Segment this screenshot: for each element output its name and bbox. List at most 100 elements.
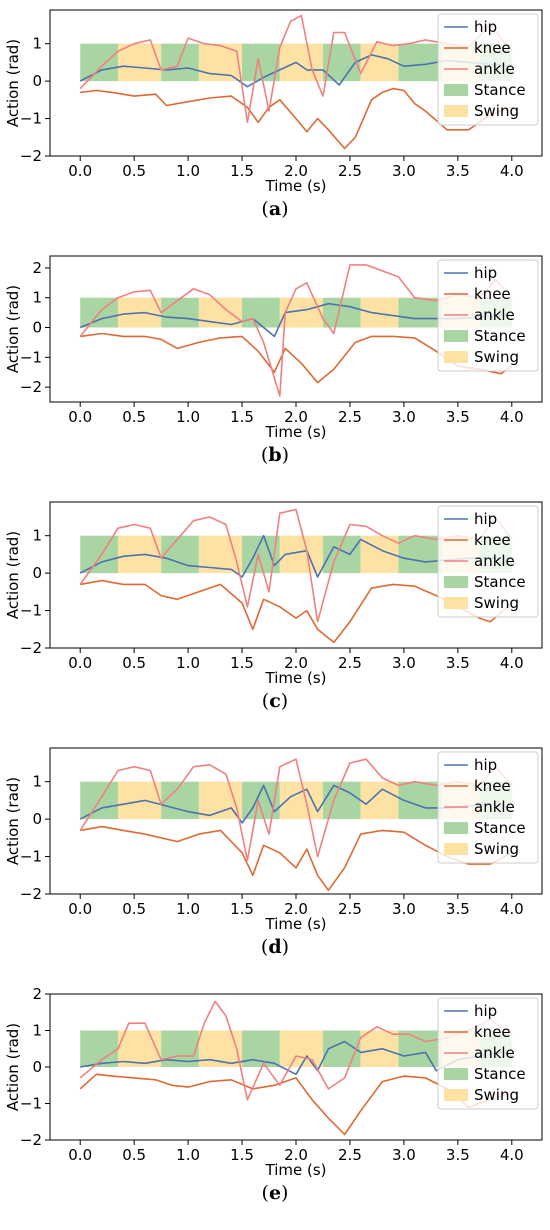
legend-box — [437, 997, 539, 1110]
panel-caption-letter: d — [268, 936, 282, 958]
x-tick-label: 2.0 — [284, 1146, 308, 1164]
legend-box — [437, 259, 539, 372]
y-axis-label: Action (rad) — [4, 39, 22, 127]
y-axis-label: Action (rad) — [4, 285, 22, 373]
x-tick-label: 4.0 — [500, 162, 524, 180]
legend-label-swing: Swing — [474, 102, 519, 120]
x-tick-label: 0.5 — [122, 1146, 146, 1164]
series-line-knee — [80, 825, 513, 892]
y-tick-label: 0 — [32, 72, 42, 90]
legend-label-stance: Stance — [474, 819, 526, 837]
x-tick-label: 2.5 — [338, 654, 362, 672]
panel-caption: (a) — [261, 198, 289, 220]
phase-band-stance — [322, 781, 361, 820]
legend-label-ankle: ankle — [474, 552, 515, 570]
legend: hip knee ankle Stance Swing — [437, 997, 539, 1110]
legend-label-swing: Swing — [474, 594, 519, 612]
legend-label-hip: hip — [474, 510, 497, 528]
x-axis-label: Time (s) — [265, 423, 327, 441]
x-tick-label: 2.5 — [338, 162, 362, 180]
y-tick-label: 0 — [32, 810, 42, 828]
x-tick-label: 3.5 — [446, 162, 470, 180]
x-axis-label: Time (s) — [265, 915, 327, 933]
legend-label-swing: Swing — [474, 1086, 519, 1104]
y-tick-label: 2 — [32, 259, 42, 277]
x-tick-label: 1.5 — [230, 900, 254, 918]
legend-swatch-swing — [444, 351, 468, 363]
phase-band-stance — [80, 43, 118, 82]
x-axis-label: Time (s) — [265, 177, 327, 195]
legend: hip knee ankle Stance Swing — [437, 259, 539, 372]
x-tick-label: 2.0 — [284, 162, 308, 180]
legend-label-knee: knee — [474, 285, 511, 303]
x-tick-label: 0.0 — [68, 654, 92, 672]
legend-label-ankle: ankle — [474, 1044, 515, 1062]
phase-band-stance — [398, 535, 442, 574]
y-axis-label: Action (rad) — [4, 1023, 22, 1111]
y-axis-label: Action (rad) — [4, 531, 22, 619]
phase-band-stance — [398, 1030, 442, 1067]
legend-label-hip: hip — [474, 18, 497, 36]
phase-band-swing — [360, 781, 399, 820]
chart-panel-c: 0.0 0.5 1.0 1.5 2.0 2.5 3.0 3.5 4.0 −2 −1 0 1 Time (s… — [0, 492, 550, 738]
y-tick-label: −2 — [20, 378, 42, 396]
series-line-ankle — [79, 758, 513, 862]
series-line-knee — [80, 579, 513, 644]
x-tick-label: 1.5 — [230, 408, 254, 426]
series-line-ankle — [79, 14, 513, 124]
legend-swatch-stance — [444, 822, 468, 834]
x-tick-label: 4.0 — [500, 408, 524, 426]
phase-band-stance — [161, 781, 199, 820]
x-tick-label: 0.5 — [122, 654, 146, 672]
y-tick-label: 1 — [32, 289, 42, 307]
x-tick-label: 4.0 — [500, 900, 524, 918]
y-tick-label: 2 — [32, 985, 42, 1003]
phase-band-swing — [360, 297, 399, 328]
series-line-ankle — [79, 508, 513, 623]
y-tick-label: −1 — [20, 848, 42, 866]
y-tick-label: 0 — [32, 1058, 42, 1076]
legend-swatch-swing — [444, 105, 468, 117]
panel-caption: (b) — [260, 444, 290, 466]
legend-swatch-swing — [444, 843, 468, 855]
chart-svg: 0.0 0.5 1.0 1.5 2.0 2.5 3.0 3.5 4.0 −2 −1 0 1 2 Time (… — [4, 985, 543, 1179]
x-tick-label: 1.0 — [176, 162, 200, 180]
y-tick-label: 1 — [32, 1022, 42, 1040]
phase-band-stance — [161, 43, 199, 82]
legend-label-ankle: ankle — [474, 306, 515, 324]
y-tick-label: −2 — [20, 1131, 42, 1149]
phase-band-stance — [242, 297, 280, 328]
y-axis-label: Action (rad) — [4, 777, 22, 865]
x-tick-label: 1.0 — [176, 900, 200, 918]
x-tick-label: 2.5 — [338, 1146, 362, 1164]
legend-label-stance: Stance — [474, 327, 526, 345]
x-tick-label: 2.0 — [284, 408, 308, 426]
phase-band-swing — [117, 781, 162, 820]
phase-band-stance — [322, 297, 361, 328]
legend-swatch-stance — [444, 1068, 468, 1080]
x-tick-label: 3.0 — [392, 1146, 416, 1164]
legend-label-swing: Swing — [474, 348, 519, 366]
legend-label-stance: Stance — [474, 81, 526, 99]
x-tick-label: 2.0 — [284, 654, 308, 672]
phase-band-stance — [161, 535, 199, 574]
panel-caption: (e) — [261, 1182, 289, 1204]
legend-swatch-stance — [444, 84, 468, 96]
x-tick-label: 3.5 — [446, 654, 470, 672]
chart-svg: 0.0 0.5 1.0 1.5 2.0 2.5 3.0 3.5 4.0 −2 −1 0 1 Time (s… — [4, 9, 543, 195]
x-tick-label: 3.5 — [446, 1146, 470, 1164]
chart-svg: 0.0 0.5 1.0 1.5 2.0 2.5 3.0 3.5 4.0 −2 −1 0 1 Time (s… — [4, 747, 543, 933]
y-tick-label: 1 — [32, 35, 42, 53]
y-tick-label: 0 — [32, 564, 42, 582]
x-tick-label: 1.5 — [230, 1146, 254, 1164]
x-tick-label: 3.5 — [446, 408, 470, 426]
x-tick-label: 0.0 — [68, 900, 92, 918]
x-tick-label: 3.0 — [392, 900, 416, 918]
chart-svg: 0.0 0.5 1.0 1.5 2.0 2.5 3.0 3.5 4.0 −2 −1 0 1 2 Time (… — [4, 255, 543, 441]
y-tick-label: −1 — [20, 1095, 42, 1113]
x-tick-label: 1.0 — [176, 1146, 200, 1164]
y-tick-label: −1 — [20, 110, 42, 128]
x-tick-label: 0.0 — [68, 408, 92, 426]
phase-band-stance — [80, 535, 118, 574]
legend-box — [437, 505, 539, 618]
